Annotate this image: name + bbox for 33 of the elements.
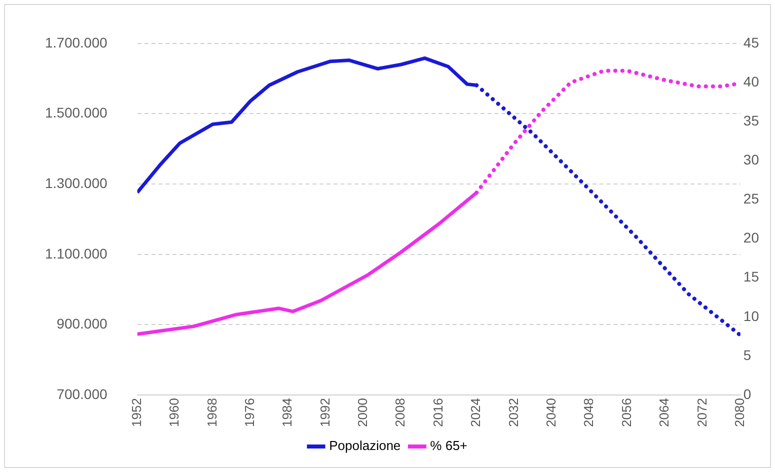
y-tick-label: 1.500.000 <box>44 104 108 121</box>
y-tick-label: 900.000 <box>56 316 108 332</box>
x-tick-label: 2032 <box>506 398 521 427</box>
y2-tick-label: 45 <box>743 34 760 50</box>
x-tick-label: 1984 <box>280 398 295 427</box>
x-tick-label: 1976 <box>242 398 257 427</box>
x-tick-label: 2072 <box>694 398 710 427</box>
x-tick-label: 2024 <box>468 398 484 427</box>
x-tick-label: 2040 <box>544 398 559 427</box>
legend-label: Popolazione <box>329 438 401 454</box>
x-tick-label: 1952 <box>128 398 144 427</box>
legend-label: % 65+ <box>430 438 468 454</box>
x-tick-label: 2048 <box>581 398 596 427</box>
y2-tick-label: 35 <box>743 112 760 128</box>
y2-tick-label: 10 <box>743 308 760 324</box>
y2-tick-label: 5 <box>743 346 752 363</box>
y-tick-label: 700.000 <box>56 386 108 402</box>
y2-tick-label: 25 <box>743 190 760 207</box>
y2-tick-label: 30 <box>743 151 760 168</box>
x-tick-label: 2056 <box>618 398 634 427</box>
y-tick-label: 1.100.000 <box>44 245 108 262</box>
x-tick-label: 1960 <box>166 398 182 427</box>
x-tick-label: 2008 <box>392 398 408 427</box>
x-tick-label: 2064 <box>656 398 672 427</box>
x-tick-label: 1992 <box>317 398 332 427</box>
x-tick-label: 1968 <box>204 398 220 427</box>
y-tick-label: 1.700.000 <box>44 34 108 50</box>
y2-tick-label: 40 <box>743 73 760 90</box>
y2-tick-label: 15 <box>743 268 760 285</box>
y-tick-label: 1.300.000 <box>44 174 108 191</box>
y2-tick-label: 20 <box>743 230 760 246</box>
x-tick-label: 2000 <box>355 398 370 427</box>
x-tick-label: 2016 <box>430 398 446 427</box>
